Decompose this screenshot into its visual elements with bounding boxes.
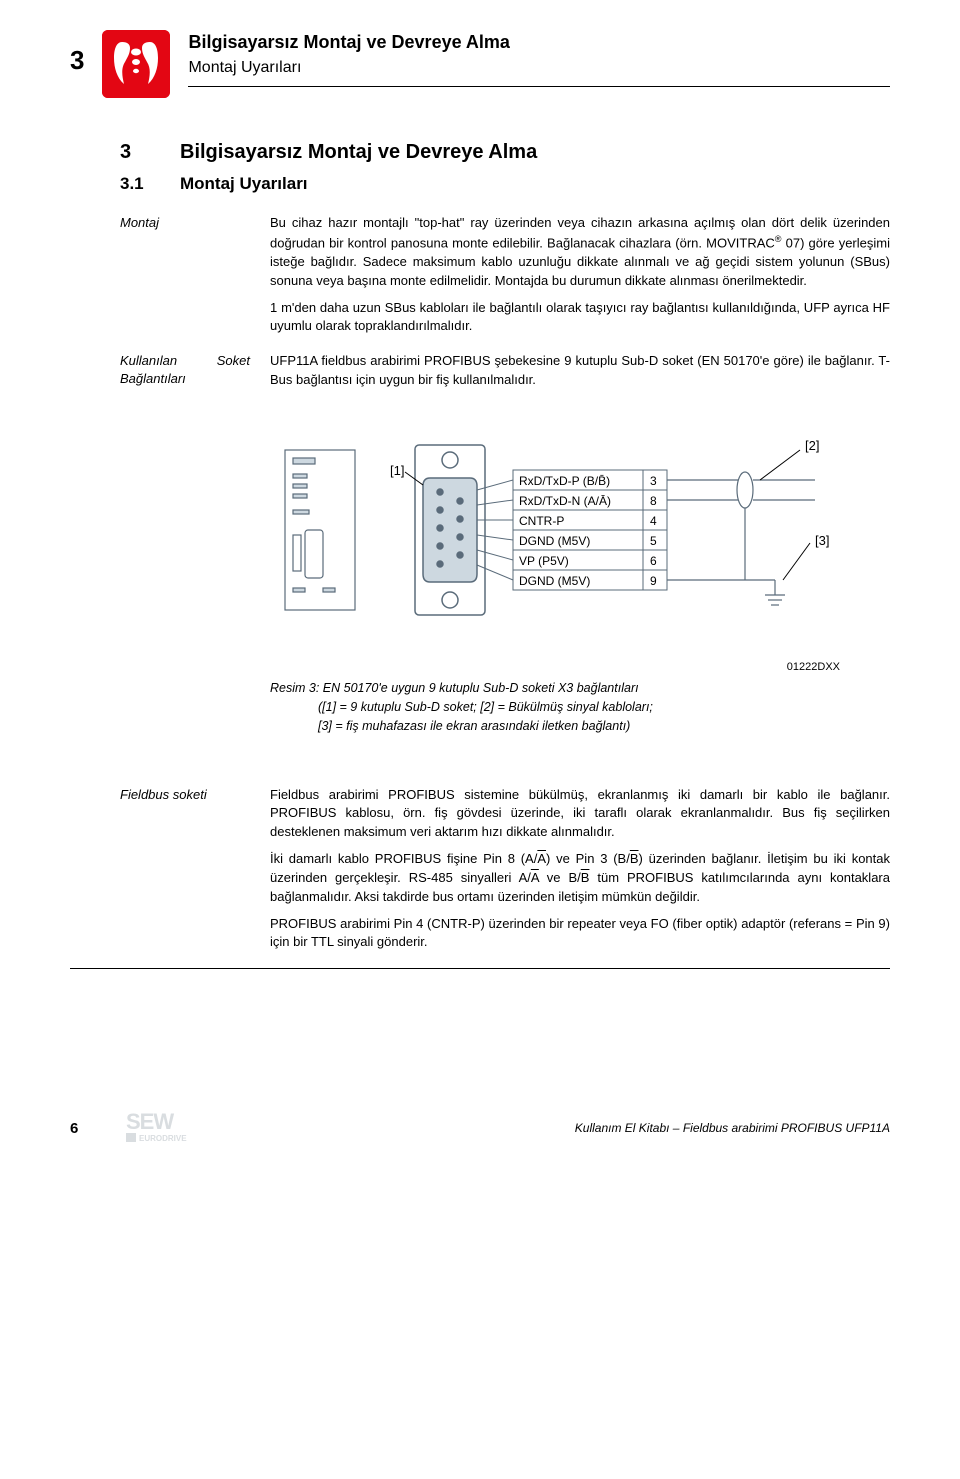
subsection-number: 3.1 (120, 172, 160, 196)
subsection-title: Montaj Uyarıları (180, 172, 308, 196)
fieldbus-text: Fieldbus arabirimi PROFIBUS sistemine bü… (270, 786, 890, 953)
svg-text:VP (P5V): VP (P5V) (519, 554, 569, 568)
page-section-number: 3 (70, 42, 84, 78)
section-title: Bilgisayarsız Montaj ve Devreye Alma (180, 138, 537, 166)
fieldbus-block: Fieldbus soketi Fieldbus arabirimi PROFI… (120, 786, 890, 953)
subsection-heading: 3.1 Montaj Uyarıları (120, 172, 890, 196)
figure-block: [1] (270, 430, 840, 736)
connector-diagram: [1] (275, 430, 835, 630)
svg-text:9: 9 (650, 574, 657, 588)
soket-text: UFP11A fieldbus arabirimi PROFIBUS şebek… (270, 352, 890, 390)
footer-rule (70, 968, 890, 969)
svg-text:3: 3 (650, 474, 657, 488)
svg-text:8: 8 (650, 494, 657, 508)
footer-text: Kullanım El Kitabı – Fieldbus arabirimi … (575, 1120, 890, 1137)
svg-text:4: 4 (650, 514, 657, 528)
page-header: 3 Bilgisayarsız Montaj ve Devreye Alma M… (70, 30, 890, 98)
svg-text:[2]: [2] (805, 438, 819, 453)
header-subtitle: Montaj Uyarıları (188, 57, 890, 79)
montaj-para2: 1 m'den daha uzun SBus kabloları ile bağ… (270, 299, 890, 337)
soket-label: Kullanılan Soket Bağlantıları (120, 352, 250, 390)
svg-text:CNTR-P: CNTR-P (519, 514, 564, 528)
montaj-label: Montaj (120, 214, 250, 336)
svg-text:EURODRIVE: EURODRIVE (139, 1134, 187, 1143)
header-rule (188, 86, 890, 87)
figure-caption: Resim 3: EN 50170'e uygun 9 kutuplu Sub-… (270, 679, 840, 735)
svg-text:5: 5 (650, 534, 657, 548)
montaj-para1: Bu cihaz hazır montajlı "top-hat" ray üz… (270, 214, 890, 291)
svg-text:SEW: SEW (126, 1109, 174, 1134)
svg-text:RxD/TxD-N (A/Ā): RxD/TxD-N (A/Ā) (519, 494, 611, 508)
page-footer: 6 SEW EURODRIVE Kullanım El Kitabı – Fie… (70, 1109, 890, 1148)
fieldbus-para1: Fieldbus arabirimi PROFIBUS sistemine bü… (270, 786, 890, 843)
fieldbus-label: Fieldbus soketi (120, 786, 250, 953)
soket-para: UFP11A fieldbus arabirimi PROFIBUS şebek… (270, 352, 890, 390)
montaj-block: Montaj Bu cihaz hazır montajlı "top-hat"… (120, 214, 890, 336)
svg-text:RxD/TxD-P (B/B̄): RxD/TxD-P (B/B̄) (519, 474, 610, 488)
talk-icon (102, 30, 170, 98)
svg-text:[3]: [3] (815, 533, 829, 548)
soket-block: Kullanılan Soket Bağlantıları UFP11A fie… (120, 352, 890, 390)
fieldbus-para3: PROFIBUS arabirimi Pin 4 (CNTR-P) üzerin… (270, 915, 890, 953)
footer-page-number: 6 (70, 1118, 78, 1139)
svg-text:DGND (M5V): DGND (M5V) (519, 574, 590, 588)
header-titles: Bilgisayarsız Montaj ve Devreye Alma Mon… (188, 30, 890, 87)
figure-code: 01222DXX (270, 660, 840, 675)
section-number: 3 (120, 138, 160, 166)
section-heading: 3 Bilgisayarsız Montaj ve Devreye Alma (120, 138, 890, 166)
header-title: Bilgisayarsız Montaj ve Devreye Alma (188, 30, 890, 55)
fieldbus-para2: İki damarlı kablo PROFIBUS fişine Pin 8 … (270, 850, 890, 907)
svg-text:[1]: [1] (390, 463, 404, 478)
svg-text:DGND (M5V): DGND (M5V) (519, 534, 590, 548)
svg-text:6: 6 (650, 554, 657, 568)
sew-logo: SEW EURODRIVE (126, 1109, 216, 1148)
montaj-text: Bu cihaz hazır montajlı "top-hat" ray üz… (270, 214, 890, 336)
